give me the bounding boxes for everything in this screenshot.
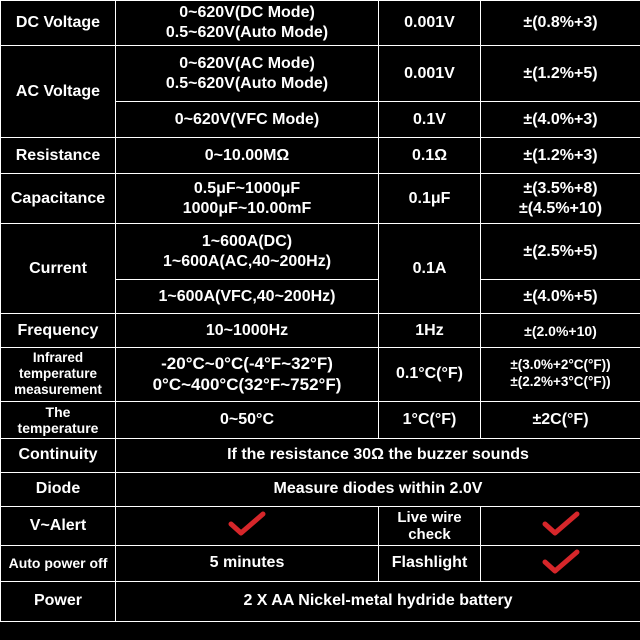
range-diode: Measure diodes within 2.0V	[116, 472, 640, 506]
param-dc-voltage: DC Voltage	[1, 1, 116, 46]
param-live-wire: Live wire check	[379, 506, 481, 545]
range-current-vfc: 1~600A(VFC,40~200Hz)	[116, 280, 379, 314]
res-current: 0.1A	[379, 224, 481, 314]
param-auto-power-off: Auto power off	[1, 545, 116, 581]
res-frequency: 1Hz	[379, 314, 481, 348]
param-temperature: The temperature	[1, 401, 116, 438]
param-diode: Diode	[1, 472, 116, 506]
check-icon	[541, 548, 581, 574]
param-continuity: Continuity	[1, 438, 116, 472]
acc-ac-voltage: ±(1.2%+5)	[481, 46, 640, 102]
acc-ac-vfc: ±(4.0%+3)	[481, 102, 640, 138]
param-capacitance: Capacitance	[1, 174, 116, 224]
range-ac-vfc: 0~620V(VFC Mode)	[116, 102, 379, 138]
range-ir-temp: -20°C~0°C(-4°F~32°F) 0°C~400°C(32°F~752°…	[116, 348, 379, 402]
acc-current-vfc: ±(4.0%+5)	[481, 280, 640, 314]
param-ir-temp: Infrared temperature measurement	[1, 348, 116, 402]
res-ir-temp: 0.1°C(°F)	[379, 348, 481, 402]
range-current: 1~600A(DC) 1~600A(AC,40~200Hz)	[116, 224, 379, 280]
res-resistance: 0.1Ω	[379, 138, 481, 174]
range-frequency: 10~1000Hz	[116, 314, 379, 348]
param-v-alert: V~Alert	[1, 506, 116, 545]
param-ac-voltage: AC Voltage	[1, 46, 116, 138]
res-temperature: 1°C(°F)	[379, 401, 481, 438]
acc-capacitance: ±(3.5%+8) ±(4.5%+10)	[481, 174, 640, 224]
value-power: 2 X AA Nickel-metal hydride battery	[116, 581, 640, 621]
check-icon	[227, 510, 267, 536]
acc-ir-temp: ±(3.0%+2°C(°F)) ±(2.2%+3°C(°F))	[481, 348, 640, 402]
acc-resistance: ±(1.2%+3)	[481, 138, 640, 174]
range-temperature: 0~50°C	[116, 401, 379, 438]
acc-current: ±(2.5%+5)	[481, 224, 640, 280]
param-frequency: Frequency	[1, 314, 116, 348]
value-auto-power-off: 5 minutes	[116, 545, 379, 581]
value-live-wire	[481, 506, 640, 545]
check-icon	[541, 510, 581, 536]
res-ac-vfc: 0.1V	[379, 102, 481, 138]
range-continuity: If the resistance 30Ω the buzzer sounds	[116, 438, 640, 472]
range-dc-voltage: 0~620V(DC Mode) 0.5~620V(Auto Mode)	[116, 1, 379, 46]
acc-frequency: ±(2.0%+10)	[481, 314, 640, 348]
value-v-alert	[116, 506, 379, 545]
param-resistance: Resistance	[1, 138, 116, 174]
param-flashlight: Flashlight	[379, 545, 481, 581]
spec-table: DC Voltage 0~620V(DC Mode) 0.5~620V(Auto…	[0, 0, 640, 622]
res-capacitance: 0.1μF	[379, 174, 481, 224]
value-flashlight	[481, 545, 640, 581]
range-resistance: 0~10.00MΩ	[116, 138, 379, 174]
range-capacitance: 0.5μF~1000μF 1000μF~10.00mF	[116, 174, 379, 224]
acc-dc-voltage: ±(0.8%+3)	[481, 1, 640, 46]
res-dc-voltage: 0.001V	[379, 1, 481, 46]
param-power: Power	[1, 581, 116, 621]
acc-temperature: ±2C(°F)	[481, 401, 640, 438]
res-ac-voltage: 0.001V	[379, 46, 481, 102]
param-current: Current	[1, 224, 116, 314]
range-ac-voltage: 0~620V(AC Mode) 0.5~620V(Auto Mode)	[116, 46, 379, 102]
